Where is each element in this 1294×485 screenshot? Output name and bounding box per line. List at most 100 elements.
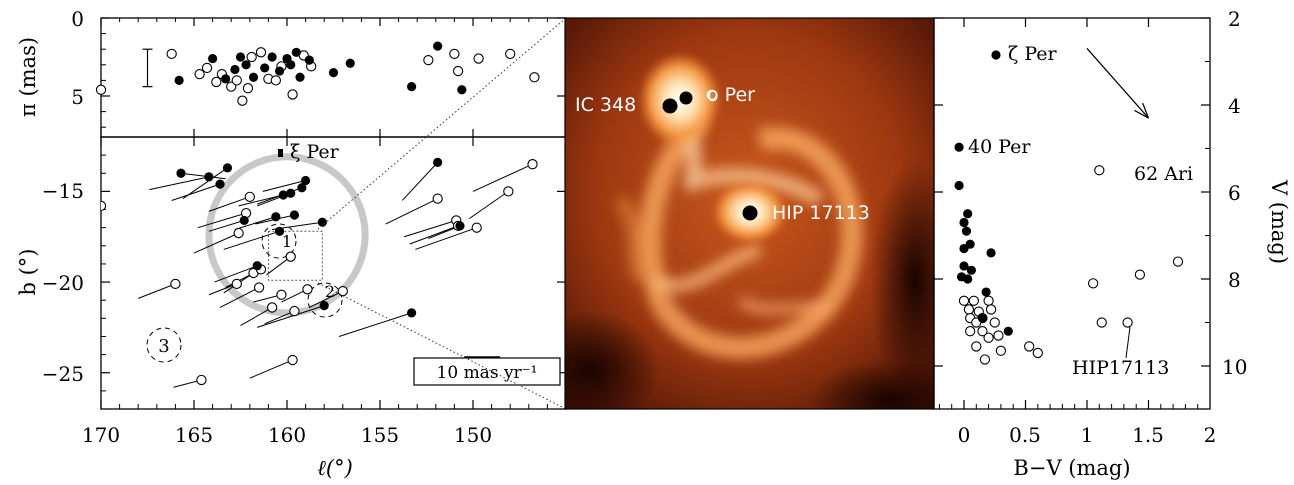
sky-x-axis-label: ℓ(°) [317, 456, 353, 480]
cmd-point-open [968, 295, 979, 306]
sky-point-filled [301, 175, 311, 186]
proper-motion-vector [234, 216, 276, 230]
sky-point-filled [252, 261, 262, 271]
cmd-ticks [934, 17, 1210, 409]
sky-points [101, 157, 538, 386]
proper-motion-vector [193, 232, 239, 254]
parallax-point-filled [295, 72, 305, 82]
cmd-point-filled [954, 180, 964, 191]
parallax-point-open [242, 83, 254, 94]
sky-point-open [266, 302, 278, 313]
cmd-point-filled [963, 209, 973, 219]
subgroup-label-2: 2 [325, 282, 335, 301]
sky-point-open [253, 282, 265, 293]
sky-ticks [100, 137, 566, 409]
parallax-point-open [237, 95, 248, 106]
sky-point-open [432, 193, 443, 204]
cmd-point-open [1134, 269, 1146, 280]
cmd-point-filled [966, 265, 976, 275]
sky-panel: −15 −20 −25 170 165 160 155 150 ℓ(°) b (… [16, 136, 567, 480]
reddening-arrow-head [1134, 109, 1149, 119]
parallax-point-open [423, 54, 434, 66]
proper-motion-vector [180, 172, 226, 180]
xi-per-label: ξ Per [290, 141, 340, 163]
proper-motion-vector [472, 163, 533, 192]
cmd-point-open [1172, 256, 1184, 267]
cmd-label-hip17113: HIP17113 [1072, 357, 1169, 379]
parallax-point-filled [328, 68, 339, 78]
field-circle [205, 153, 369, 317]
parallax-point-filled [260, 63, 270, 73]
sky-point-open [233, 227, 244, 239]
reddening-arrow [1086, 48, 1150, 119]
subgroup-circle-2 [307, 282, 343, 318]
cmd-x-axis-label: B−V (mag) [1013, 456, 1130, 480]
cmd-label-62-ari: 62 Ari [1134, 163, 1193, 185]
sky-point-open [196, 374, 207, 386]
proper-motion-vector [409, 225, 459, 245]
cmd-points [954, 50, 1184, 365]
parallax-point-filled [230, 64, 240, 75]
sky-point-open [244, 191, 255, 202]
sky-point-open [503, 186, 514, 197]
cmd-x-tick-1.5: 1.5 [1132, 423, 1164, 447]
map-label-ic348: IC 348 [575, 94, 636, 116]
sky-point-filled [433, 157, 443, 167]
cmd-pointer-hip17113 [1125, 326, 1131, 359]
cmd-x-tick-1: 1 [1081, 423, 1094, 447]
cmd-point-open [985, 304, 997, 315]
sky-y-tick-m20: −20 [42, 271, 84, 295]
sky-x-tick-170: 170 [82, 423, 120, 447]
sky-point-filled [215, 179, 225, 189]
proper-motion-vector [257, 305, 325, 328]
cmd-point-filled [977, 313, 988, 323]
parallax-y-tick-5: 5 [71, 85, 84, 109]
cmd-point-open [995, 345, 1007, 356]
proper-motion-vector [401, 162, 439, 201]
proper-motion-vector [264, 310, 295, 325]
sky-point-filled [271, 212, 281, 222]
scale-label: 10 mas yr⁻¹ [437, 363, 538, 383]
parallax-points [95, 41, 540, 106]
reddening-arrow-head [1142, 102, 1150, 119]
sky-x-tick-165: 165 [175, 423, 213, 447]
parallax-point-open [449, 48, 460, 60]
sky-point-open [170, 278, 181, 290]
subgroup-circle-1 [261, 223, 297, 259]
cmd-y-tick-2: 2 [1228, 7, 1241, 31]
sky-x-tick-150: 150 [454, 423, 492, 447]
cmd-point-open [1032, 347, 1043, 359]
sky-point-filled [407, 308, 417, 318]
cmd-point-filled [963, 274, 973, 284]
cmd-point-filled [954, 142, 964, 152]
parallax-point-filled [221, 74, 231, 84]
parallax-point-open [246, 51, 257, 63]
sky-point-open [337, 285, 348, 297]
parallax-point-filled [407, 82, 417, 92]
parallax-point-filled [304, 55, 314, 65]
cmd-point-open [1096, 317, 1107, 328]
cmd-label-40-per: 40 Per [968, 136, 1031, 158]
map-label-o-per: o Per [707, 84, 755, 106]
parallax-ticks [100, 17, 566, 137]
sky-point-filled [176, 168, 186, 178]
parallax-point-filled [345, 58, 355, 68]
proper-motion-vector [468, 190, 509, 220]
sky-point-open [101, 200, 107, 212]
proper-motion-vector [262, 180, 306, 192]
proper-motion-vector [415, 227, 477, 250]
proper-motion-vector [249, 359, 293, 379]
cmd-point-filled [981, 287, 991, 297]
parallax-point-filled [291, 47, 301, 57]
cmd-label-zeta-per: ζ Per [1008, 43, 1058, 65]
sky-x-tick-155: 155 [361, 423, 399, 447]
sky-point-filled [278, 190, 288, 200]
cmd-point-open [963, 304, 975, 315]
sky-point-open [471, 222, 482, 233]
cmd-point-open [965, 326, 976, 337]
connector-line-bottom [317, 282, 567, 410]
cmd-point-filled [959, 243, 969, 254]
sky-point-filled [317, 217, 327, 227]
sky-point-filled [286, 188, 296, 198]
